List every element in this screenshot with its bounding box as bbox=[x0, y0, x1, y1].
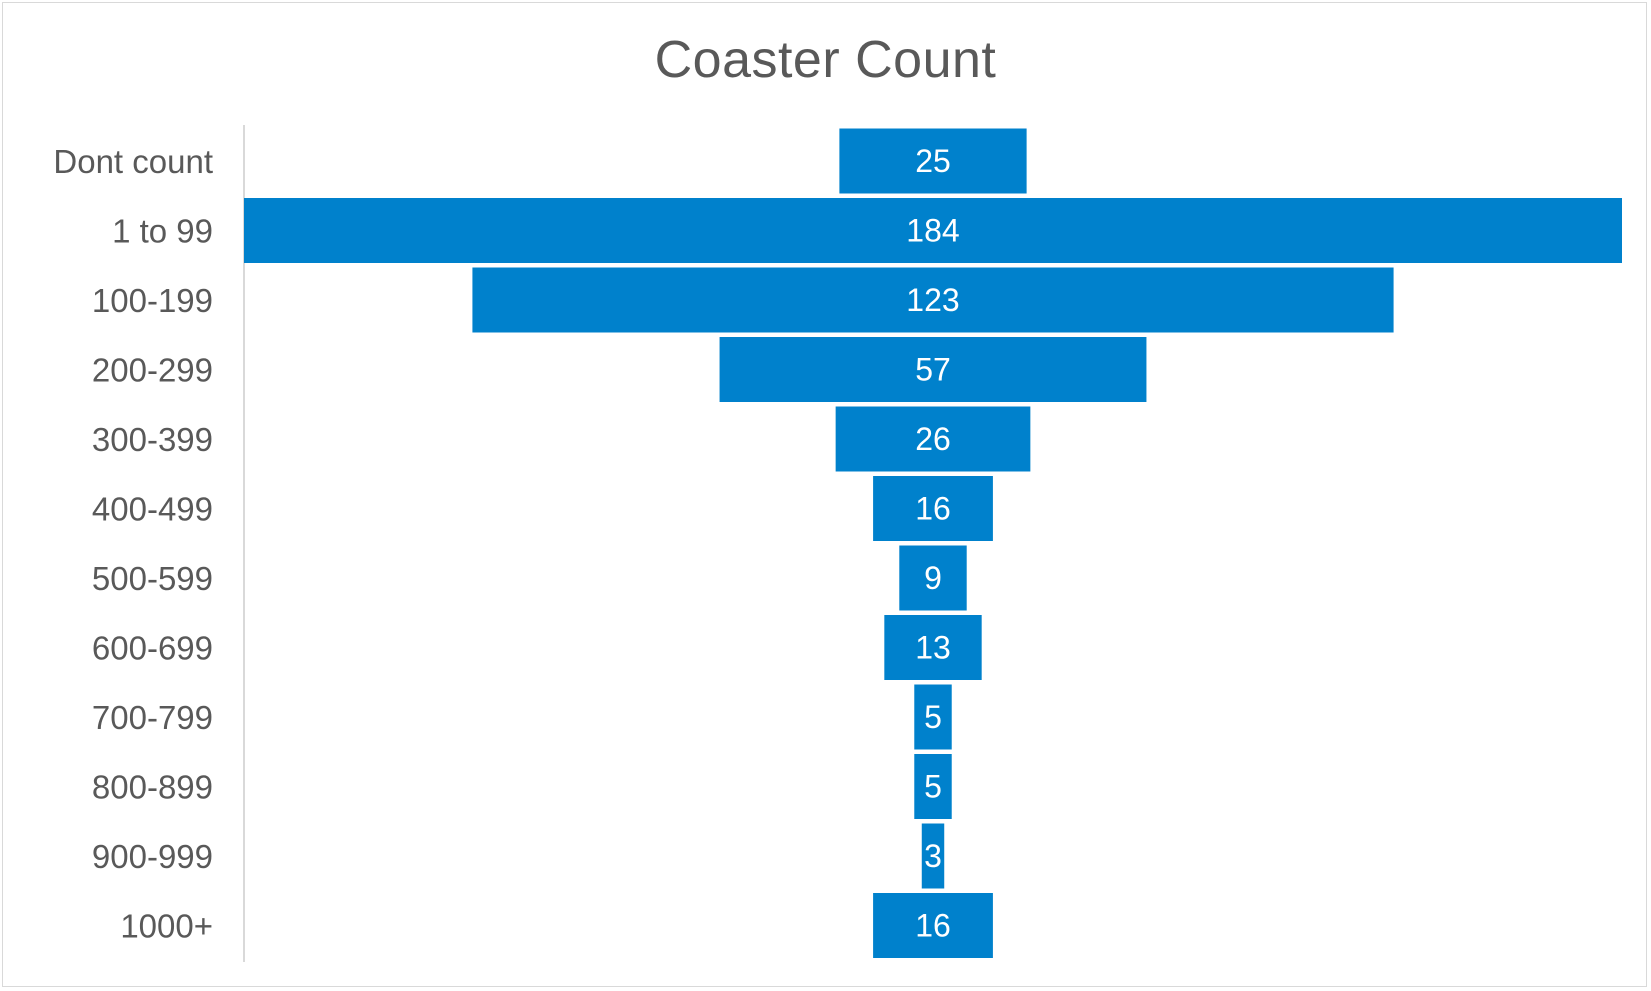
funnel-bar bbox=[244, 198, 1622, 263]
funnel-bar bbox=[914, 754, 952, 819]
category-label: 500-599 bbox=[92, 560, 213, 597]
data-label: 25 bbox=[915, 143, 951, 179]
category-label: 100-199 bbox=[92, 282, 213, 319]
funnel-bar bbox=[835, 406, 1031, 472]
data-label: 5 bbox=[924, 699, 942, 735]
funnel-bar bbox=[921, 823, 945, 889]
chart-title: Coaster Count bbox=[654, 31, 997, 89]
data-label: 16 bbox=[915, 491, 951, 527]
data-label: 3 bbox=[924, 838, 942, 874]
category-label: 700-799 bbox=[92, 699, 213, 736]
category-label: 600-699 bbox=[92, 630, 213, 667]
funnel-bar bbox=[472, 267, 1394, 333]
funnel-bar bbox=[719, 337, 1147, 402]
category-label: 200-299 bbox=[92, 352, 213, 389]
bars-group: 25 184 123 57 26 16 9 13 5 5 3 16 bbox=[244, 128, 1622, 958]
category-label: 1 to 99 bbox=[112, 213, 213, 250]
category-label: 300-399 bbox=[92, 421, 213, 458]
funnel-bar bbox=[914, 684, 952, 750]
category-labels-group: Dont count 1 to 99 100-199 200-299 300-399 40… bbox=[53, 143, 213, 945]
funnel-bar bbox=[899, 545, 967, 611]
category-label: 800-899 bbox=[92, 769, 213, 806]
data-label: 57 bbox=[915, 352, 951, 388]
category-label: Dont count bbox=[53, 143, 213, 180]
data-label: 26 bbox=[915, 421, 951, 457]
data-label: 13 bbox=[915, 630, 951, 666]
category-label: 400-499 bbox=[92, 491, 213, 528]
funnel-bar bbox=[873, 893, 993, 958]
category-label: 900-999 bbox=[92, 838, 213, 875]
data-label: 123 bbox=[906, 282, 959, 318]
data-label: 9 bbox=[924, 560, 942, 596]
category-label: 1000+ bbox=[120, 908, 213, 945]
funnel-bar bbox=[884, 615, 982, 680]
data-label: 16 bbox=[915, 908, 951, 944]
data-label: 5 bbox=[924, 769, 942, 805]
funnel-bar bbox=[839, 128, 1027, 194]
data-label: 184 bbox=[906, 213, 959, 249]
funnel-bar bbox=[873, 476, 993, 541]
